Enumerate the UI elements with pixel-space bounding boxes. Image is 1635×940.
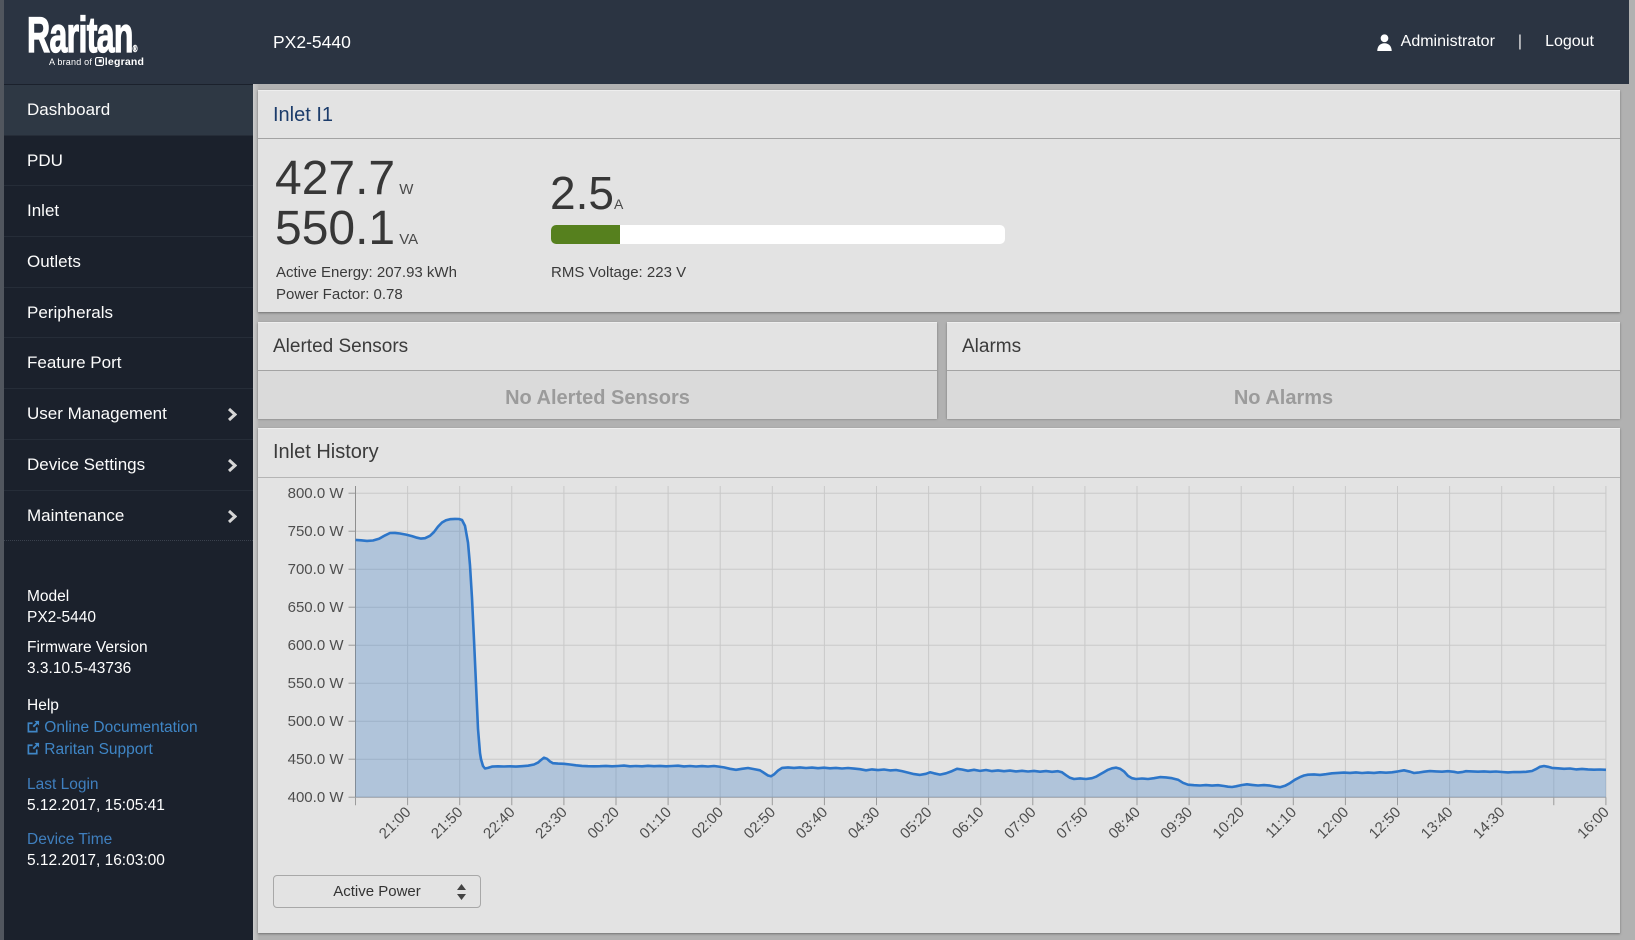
svg-text:12:00: 12:00 xyxy=(1314,804,1353,843)
svg-text:750.0 W: 750.0 W xyxy=(288,523,345,540)
svg-text:650.0 W: 650.0 W xyxy=(288,599,345,616)
svg-text:450.0 W: 450.0 W xyxy=(288,751,345,768)
svg-text:06:10: 06:10 xyxy=(949,804,988,843)
svg-text:07:50: 07:50 xyxy=(1053,804,1092,843)
svg-text:700.0 W: 700.0 W xyxy=(288,561,345,578)
svg-text:03:40: 03:40 xyxy=(793,804,832,843)
svg-text:21:00: 21:00 xyxy=(376,804,415,843)
svg-text:05:20: 05:20 xyxy=(897,804,936,843)
svg-text:14:30: 14:30 xyxy=(1470,804,1509,843)
svg-text:12:50: 12:50 xyxy=(1366,804,1405,843)
svg-text:09:30: 09:30 xyxy=(1157,804,1196,843)
svg-text:500.0 W: 500.0 W xyxy=(288,713,345,730)
svg-text:02:00: 02:00 xyxy=(688,804,727,843)
svg-text:07:00: 07:00 xyxy=(1001,804,1040,843)
svg-text:10:20: 10:20 xyxy=(1209,804,1248,843)
svg-text:08:40: 08:40 xyxy=(1105,804,1144,843)
svg-text:600.0 W: 600.0 W xyxy=(288,637,345,654)
svg-text:550.0 W: 550.0 W xyxy=(288,675,345,692)
svg-text:21:50: 21:50 xyxy=(428,804,467,843)
svg-text:22:40: 22:40 xyxy=(480,804,519,843)
svg-text:00:20: 00:20 xyxy=(584,804,623,843)
svg-text:800.0 W: 800.0 W xyxy=(288,485,345,502)
svg-text:04:30: 04:30 xyxy=(845,804,884,843)
svg-text:11:10: 11:10 xyxy=(1262,804,1300,842)
svg-text:400.0 W: 400.0 W xyxy=(288,789,345,806)
svg-text:13:40: 13:40 xyxy=(1418,804,1457,843)
svg-text:16:00: 16:00 xyxy=(1574,804,1613,843)
svg-text:01:10: 01:10 xyxy=(636,804,675,843)
svg-text:23:30: 23:30 xyxy=(532,804,571,843)
svg-text:02:50: 02:50 xyxy=(741,804,780,843)
